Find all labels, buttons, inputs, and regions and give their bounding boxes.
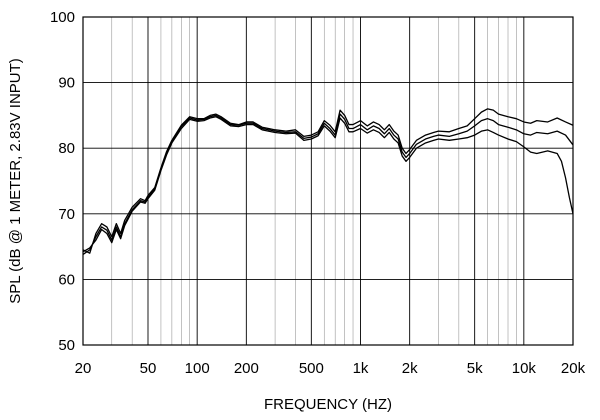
x-tick-label: 100	[185, 360, 210, 377]
y-tick-label: 70	[58, 206, 75, 223]
y-tick-label: 50	[58, 337, 75, 354]
x-tick-label: 200	[234, 360, 259, 377]
plot-border	[82, 16, 574, 346]
x-tick-labels: 20 50 100 200 500 1k 2k 5k 10k 20k	[75, 360, 586, 377]
x-tick-label: 10k	[512, 360, 537, 377]
series-lines	[82, 108, 574, 256]
x-axis-label: FREQUENCY (HZ)	[264, 396, 392, 413]
x-tick-label: 500	[299, 360, 324, 377]
y-tick-label: 80	[58, 140, 75, 157]
x-tick-label: 50	[140, 360, 157, 377]
x-tick-label: 20k	[561, 360, 586, 377]
series-line-1	[82, 108, 574, 254]
y-tick-labels: 50 60 70 80 90 100	[50, 9, 75, 354]
minor-gridlines	[111, 17, 517, 345]
major-gridlines	[83, 17, 573, 345]
series-line-2	[82, 113, 574, 256]
x-tick-label: 20	[75, 360, 92, 377]
x-tick-label: 1k	[353, 360, 369, 377]
y-tick-label: 90	[58, 75, 75, 92]
y-axis-label: SPL (dB @ 1 METER, 2.83V INPUT)	[7, 58, 24, 304]
y-tick-label: 60	[58, 271, 75, 288]
x-tick-label: 2k	[402, 360, 418, 377]
x-tick-label: 5k	[467, 360, 483, 377]
series-line-3	[82, 116, 574, 253]
y-tick-label: 100	[50, 9, 75, 26]
